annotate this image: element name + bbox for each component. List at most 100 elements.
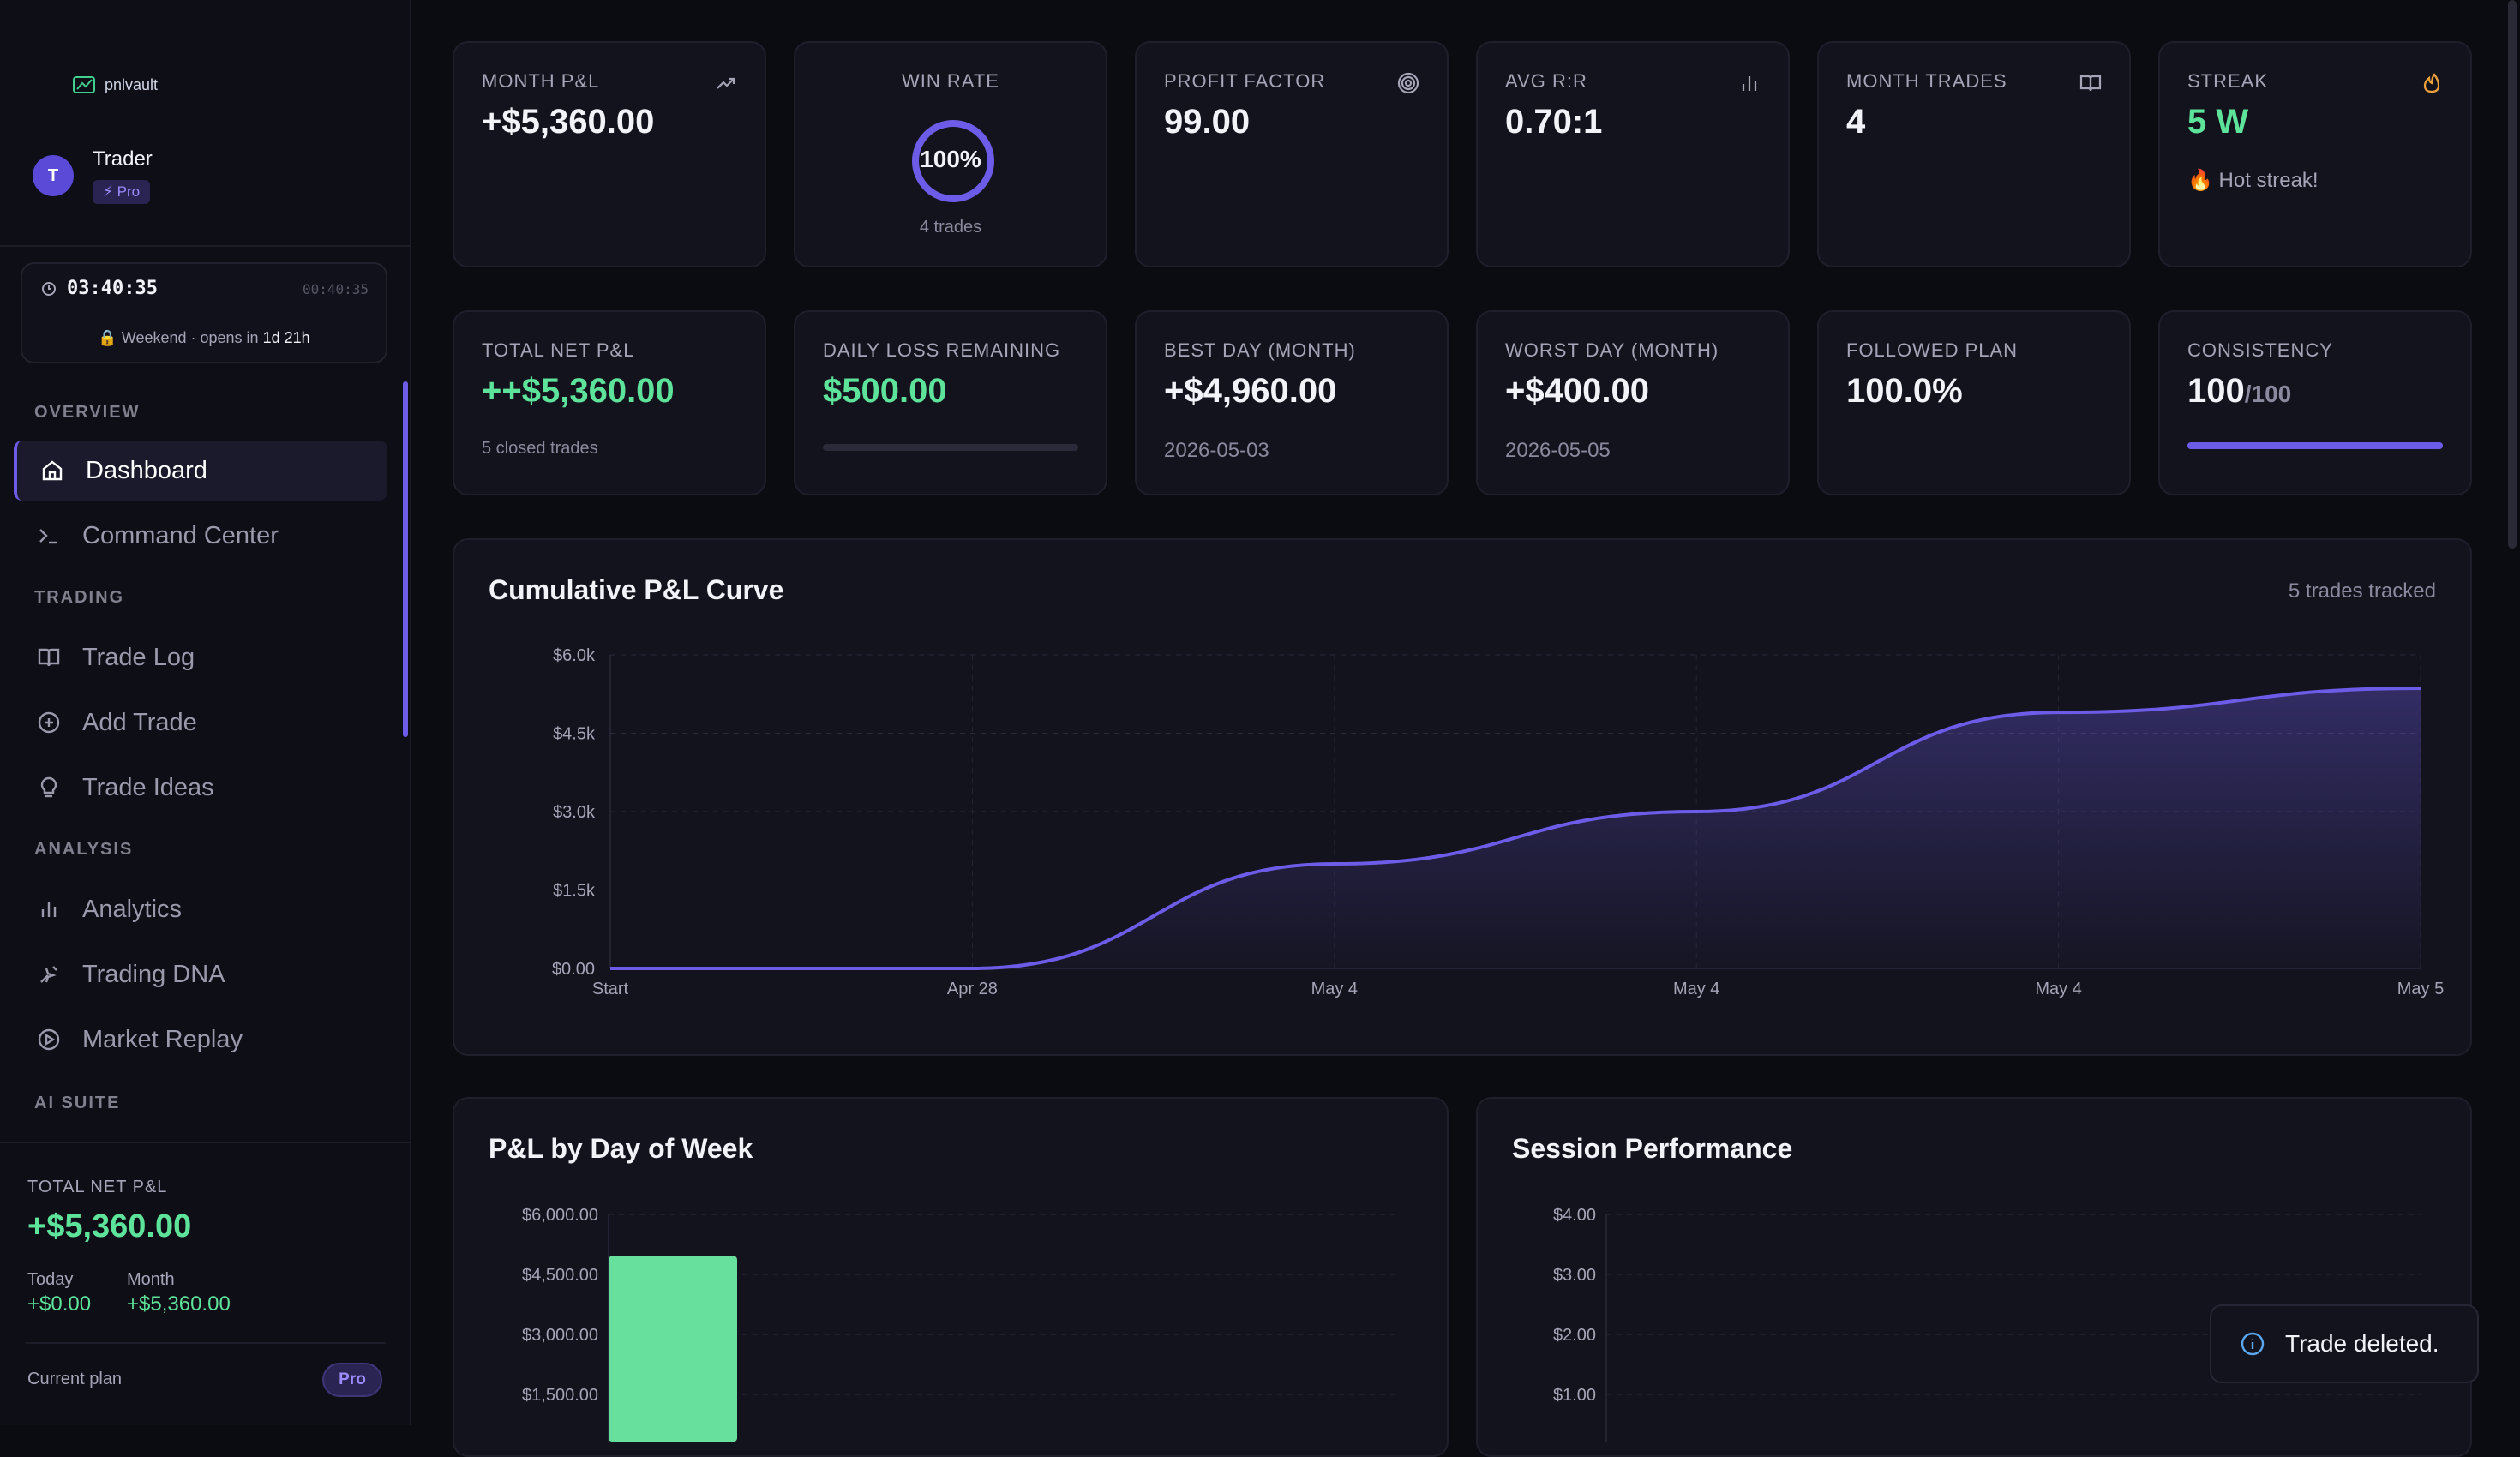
info-icon bbox=[2241, 1332, 2265, 1356]
nav-section-ai-suite: AI SUITE bbox=[34, 1094, 121, 1112]
dow-pnl-panel: P&L by Day of Week $1,500.00 $3,000.00 $4,… bbox=[453, 1097, 1449, 1457]
user-name: Trader bbox=[93, 147, 153, 171]
target-icon bbox=[1397, 72, 1419, 94]
stat-card-avg-rr: AVG R:R 0.70:1 bbox=[1476, 41, 1790, 267]
nav-item-label: Trade Log bbox=[82, 643, 195, 671]
nav-item-label: Analytics bbox=[82, 895, 183, 923]
today-label: Today bbox=[27, 1270, 74, 1289]
x-tick-label: Start bbox=[592, 980, 629, 998]
month-value: +$5,360.00 bbox=[127, 1292, 231, 1316]
toast-notification[interactable]: Trade deleted. bbox=[2210, 1304, 2479, 1383]
nav-section-analysis: ANALYSIS bbox=[34, 840, 134, 859]
sidebar-summary: TOTAL NET P&L +$5,360.00 Today +$0.00 Mo… bbox=[0, 1142, 410, 1425]
toast-message: Trade deleted. bbox=[2285, 1330, 2439, 1357]
y-tick-label: $3.0k bbox=[553, 803, 596, 822]
nav-item-trading-dna[interactable]: Trading DNA bbox=[14, 944, 387, 1004]
current-plan-badge[interactable]: Pro bbox=[322, 1363, 382, 1397]
stat-sub: 🔥 Hot streak! bbox=[2187, 169, 2319, 192]
nav-item-analytics[interactable]: Analytics bbox=[14, 879, 387, 939]
stat-sub: 5 closed trades bbox=[482, 439, 598, 458]
stat-value: +$4,960.00 bbox=[1164, 372, 1337, 410]
x-tick-label: May 4 bbox=[1311, 980, 1358, 998]
book-icon bbox=[2079, 75, 2102, 92]
logo-icon bbox=[73, 76, 95, 93]
consistency-bar bbox=[2187, 442, 2443, 449]
y-tick-label: $1.5k bbox=[553, 882, 596, 901]
stat-value: 0.70:1 bbox=[1505, 103, 1603, 141]
stat-sub: 4 trades bbox=[919, 218, 982, 237]
clock-icon bbox=[42, 281, 56, 296]
y-tick-label: $4,500.00 bbox=[522, 1266, 598, 1285]
stat-card-streak: STREAK 5 W 🔥 Hot streak! bbox=[2158, 41, 2472, 267]
sidebar: pnlvault T Trader ⚡ Pro 03:40:35 00:40:3… bbox=[0, 0, 411, 1425]
panel-title: P&L by Day of Week bbox=[489, 1133, 753, 1164]
win-rate-ring bbox=[912, 120, 994, 202]
bar-chart-icon bbox=[41, 902, 57, 917]
stat-value: ++$5,360.00 bbox=[482, 372, 675, 410]
stat-value: 99.00 bbox=[1164, 103, 1251, 141]
divider bbox=[26, 1342, 386, 1344]
y-tick-label: $0.00 bbox=[552, 960, 595, 979]
stat-label: WIN RATE bbox=[902, 70, 999, 92]
session-performance-chart: $1.00 $2.00 $3.00 $4.00 bbox=[1553, 1206, 2421, 1442]
avatar: T bbox=[33, 155, 74, 196]
stat-value: 4 bbox=[1846, 103, 1866, 141]
stat-label: STREAK bbox=[2187, 70, 2269, 92]
panel-title: Cumulative P&L Curve bbox=[489, 574, 784, 605]
stat-value: $500.00 bbox=[823, 372, 947, 410]
stat-card-month-pnl: MONTH P&L +$5,360.00 bbox=[453, 41, 766, 267]
nav-item-add-trade[interactable]: Add Trade bbox=[14, 693, 387, 752]
trades-tracked: 5 trades tracked bbox=[2288, 579, 2436, 603]
stat-label: AVG R:R bbox=[1505, 70, 1587, 92]
y-tick-label: $4.5k bbox=[553, 725, 596, 744]
brand-logo[interactable]: pnlvault bbox=[72, 74, 158, 96]
plan-badge: ⚡ Pro bbox=[93, 180, 151, 204]
user-profile[interactable]: T Trader ⚡ Pro bbox=[33, 147, 153, 204]
play-circle-icon bbox=[38, 1028, 60, 1051]
cumulative-pnl-chart: $0.00 $1.5k $3.0k $4.5k $6.0k Start Apr 28 May … bbox=[552, 646, 2444, 998]
series-line bbox=[609, 687, 2421, 970]
nav-item-label: Market Replay bbox=[82, 1025, 243, 1053]
today-value: +$0.00 bbox=[27, 1292, 92, 1316]
flame-icon bbox=[2423, 73, 2440, 93]
clock-countdown: 00:40:35 bbox=[302, 281, 369, 297]
y-tick-label: $3.00 bbox=[1553, 1266, 1596, 1285]
x-tick-label: May 4 bbox=[1673, 980, 1719, 998]
stat-value: 100/100 bbox=[2187, 372, 2291, 411]
nav-item-label: Dashboard bbox=[86, 456, 207, 484]
stat-value: 5 W bbox=[2187, 103, 2249, 141]
home-icon bbox=[42, 460, 63, 481]
sidebar-scrollbar[interactable] bbox=[403, 381, 408, 737]
book-icon bbox=[38, 648, 60, 667]
lightbulb-icon bbox=[40, 776, 57, 798]
bar bbox=[609, 1256, 737, 1442]
stat-card-month-trades: MONTH TRADES 4 bbox=[1817, 41, 2131, 267]
area-fill bbox=[610, 688, 2421, 968]
x-tick-label: May 5 bbox=[2397, 980, 2444, 998]
summary-label: TOTAL NET P&L bbox=[27, 1178, 168, 1196]
market-status: 🔒 Weekend · opens in 1d 21h bbox=[22, 329, 386, 347]
brand-name: pnlvault bbox=[105, 75, 159, 93]
nav-item-label: Trading DNA bbox=[82, 960, 225, 988]
consistency-bar-fill bbox=[2187, 442, 2443, 449]
nav-section-trading: TRADING bbox=[34, 588, 125, 607]
market-clock: 03:40:35 00:40:35 🔒 Weekend · opens in 1… bbox=[21, 262, 387, 363]
nav-item-dashboard[interactable]: Dashboard bbox=[14, 441, 387, 501]
stat-card-daily-loss-remaining: DAILY LOSS REMAINING $500.00 bbox=[794, 310, 1107, 495]
panel-title: Session Performance bbox=[1512, 1133, 1793, 1164]
nav-item-command-center[interactable]: Command Center bbox=[14, 506, 387, 566]
market-status-text: 🔒 Weekend · opens in bbox=[98, 329, 263, 346]
trend-up-icon bbox=[717, 77, 735, 89]
nav-item-trade-log[interactable]: Trade Log bbox=[14, 627, 387, 687]
current-plan-label: Current plan bbox=[27, 1370, 123, 1388]
nav-item-label: Add Trade bbox=[82, 708, 197, 736]
main-scrollbar[interactable] bbox=[2508, 0, 2517, 549]
x-tick-label: Apr 28 bbox=[947, 980, 998, 998]
y-tick-label: $4.00 bbox=[1553, 1206, 1596, 1225]
cumulative-pnl-panel: Cumulative P&L Curve 5 trades tracked $0… bbox=[453, 538, 2472, 1056]
nav-item-market-replay[interactable]: Market Replay bbox=[14, 1010, 387, 1070]
stat-label: TOTAL NET P&L bbox=[482, 339, 635, 361]
stat-value: 100% bbox=[920, 146, 981, 172]
divider bbox=[0, 245, 410, 247]
nav-item-trade-ideas[interactable]: Trade Ideas bbox=[14, 758, 387, 818]
